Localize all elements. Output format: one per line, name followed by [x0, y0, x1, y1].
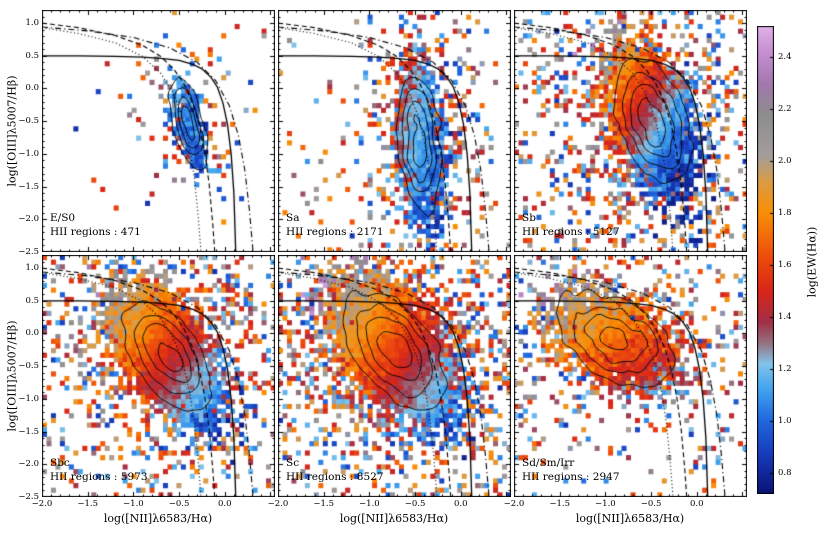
x-tick-label: 0.0: [453, 499, 468, 509]
hii-regions-count: HII regions : 5127: [522, 225, 620, 238]
y-tick-label: 0.5: [25, 295, 39, 306]
x-tick-label: −1.0: [123, 499, 144, 509]
panel-canvas-sd-sm-irr: [514, 255, 747, 497]
morphology-label: E/S0: [50, 212, 76, 224]
panel-canvas-e-s0: [42, 10, 275, 252]
panel-e-s0: E/S0 HII regions : 471: [42, 10, 275, 252]
colorbar-tick-label: 1.6: [778, 260, 792, 271]
x-axis-label-col1: log([NII]λ6583/Hα): [103, 512, 213, 525]
y-tick-label: −1.0: [18, 393, 39, 404]
x-tick-label: −2.0: [503, 499, 525, 509]
x-tick-label: −2.0: [31, 499, 53, 509]
morphology-label: Sc: [286, 457, 300, 469]
x-tick-label: −1.0: [595, 499, 616, 509]
colorbar-canvas: [757, 26, 774, 494]
y-tick-label: −0.5: [18, 361, 39, 372]
x-tick-label: −1.5: [77, 499, 98, 509]
x-tick-label: −1.0: [359, 499, 380, 509]
y-tick-label: 1.0: [25, 263, 39, 274]
panel-sbc: Sbc HII regions : 5973: [42, 255, 275, 497]
panel-sc: Sc HII regions : 8527: [278, 255, 511, 497]
colorbar-tick-label: 1.8: [778, 208, 792, 219]
x-axis-label-col3: log([NII]λ6583/Hα): [575, 512, 685, 525]
panel-annotation: Sa HII regions : 2171: [286, 212, 384, 239]
morphology-label: Sb: [522, 212, 536, 224]
panel-annotation: E/S0 HII regions : 471: [50, 212, 141, 239]
colorbar-tick-label: 1.4: [778, 312, 792, 323]
panel-canvas-sbc: [42, 255, 275, 497]
colorbar-label: log(EW(Hα)): [805, 226, 819, 298]
hii-regions-count: HII regions : 5973: [50, 470, 148, 483]
colorbar-tick-label: 2.4: [778, 52, 792, 63]
x-tick-label: −1.5: [313, 499, 334, 509]
y-tick-label: −2.5: [18, 247, 39, 257]
hii-regions-count: HII regions : 2947: [522, 470, 620, 483]
y-tick-label: 0.5: [25, 50, 39, 61]
hii-regions-count: HII regions : 471: [50, 225, 141, 238]
colorbar-tick-label: 0.8: [778, 468, 792, 479]
colorbar-tick-label: 2.2: [778, 104, 792, 115]
panel-sa: Sa HII regions : 2171: [278, 10, 511, 252]
colorbar-tick-label: 1.2: [778, 364, 792, 375]
x-tick-label: 0.0: [689, 499, 704, 509]
y-tick-label: −0.5: [18, 116, 39, 127]
x-tick-label: −2.0: [267, 499, 289, 509]
morphology-label: Sa: [286, 212, 300, 224]
panel-annotation: Sbc HII regions : 5973: [50, 457, 148, 484]
y-tick-label: 0.0: [25, 328, 39, 339]
y-tick-label: −2.0: [18, 459, 39, 470]
y-tick-label: −1.0: [18, 148, 39, 159]
morphology-label: Sbc: [50, 457, 70, 469]
x-tick-label: −0.5: [168, 499, 190, 509]
panel-canvas-sc: [278, 255, 511, 497]
hii-regions-count: HII regions : 2171: [286, 225, 384, 238]
panel-annotation: Sc HII regions : 8527: [286, 457, 384, 484]
panel-canvas-sb: [514, 10, 747, 252]
hii-regions-count: HII regions : 8527: [286, 470, 384, 483]
panel-annotation: Sb HII regions : 5127: [522, 212, 620, 239]
panel-canvas-sa: [278, 10, 511, 252]
panel-sd-sm-irr: Sd/Sm/Irr HII regions : 2947: [514, 255, 747, 497]
colorbar: [757, 26, 774, 498]
panel-annotation: Sd/Sm/Irr HII regions : 2947: [522, 457, 620, 484]
panel-sb: Sb HII regions : 5127: [514, 10, 747, 252]
x-tick-label: −0.5: [640, 499, 662, 509]
y-tick-label: −2.5: [18, 492, 39, 502]
y-tick-label: −1.5: [18, 181, 39, 192]
x-axis-label-col2: log([NII]λ6583/Hα): [339, 512, 449, 525]
x-tick-label: 0.0: [217, 499, 232, 509]
colorbar-tick-label: 1.0: [778, 416, 792, 427]
y-tick-label: −2.0: [18, 214, 39, 225]
x-tick-label: −0.5: [404, 499, 426, 509]
y-tick-label: 0.0: [25, 83, 39, 94]
colorbar-tick-label: 2.0: [778, 156, 792, 167]
x-tick-label: −1.5: [549, 499, 570, 509]
y-tick-label: −1.5: [18, 426, 39, 437]
y-tick-label: 1.0: [25, 18, 39, 29]
morphology-label: Sd/Sm/Irr: [522, 457, 575, 469]
